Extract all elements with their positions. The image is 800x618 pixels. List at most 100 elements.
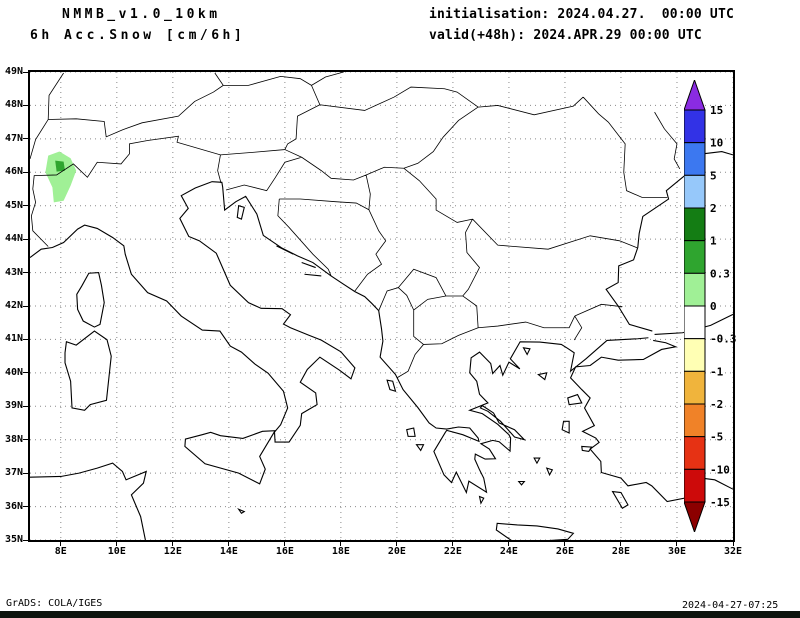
lat-tick-label: 40N <box>4 366 23 378</box>
lon-tick-mark <box>284 540 286 546</box>
grads-credit: GrADS: COLA/IGES <box>6 598 103 609</box>
colorbar-level-label: 0 <box>710 300 717 313</box>
lon-tick-label: 32E <box>723 546 743 557</box>
lat-tick-mark <box>23 439 28 441</box>
snow-patch <box>55 160 66 172</box>
init-time-label: initialisation: 2024.04.27. 00:00 UTC <box>429 7 735 22</box>
colorbar-arrow-bottom <box>683 501 706 534</box>
lon-tick-label: 8E <box>54 546 67 557</box>
snow-patch <box>45 151 77 203</box>
colorbar-segment <box>683 142 706 176</box>
lat-tick-mark <box>23 71 28 73</box>
lon-tick-label: 24E <box>499 546 518 557</box>
map-plot: 49N 48N 47N 46N 45N 44N 43N 42N 41N 40N 39N 38N 37N 3… <box>5 66 742 557</box>
geography-layer <box>30 72 733 540</box>
model-title: NMMB_v1.0_10km <box>62 7 221 22</box>
lat-tick-label: 38N <box>4 433 23 445</box>
colorbar-level-label: 1 <box>710 235 717 248</box>
lat-tick-label: 43N <box>4 266 23 278</box>
lat-tick-label: 49N <box>4 66 23 77</box>
lon-tick-label: 30E <box>667 546 686 557</box>
lon-tick-label: 26E <box>555 546 574 557</box>
lat-tick-mark <box>23 138 28 140</box>
creation-timestamp: 2024-04-27-07:25 <box>682 600 779 611</box>
colorbar-level-label: -10 <box>710 463 730 476</box>
colorbar-segment <box>683 305 706 340</box>
valid-time-label: valid(+48h): 2024.APR.29 00:00 UTC <box>429 28 702 43</box>
colorbar-level-label: 2 <box>710 202 717 215</box>
colorbar-level-label: -5 <box>710 431 723 444</box>
lat-tick-mark <box>23 205 28 207</box>
colorbar-segment <box>683 240 706 274</box>
coastlines <box>30 152 733 540</box>
lon-tick-mark <box>620 540 622 546</box>
lat-tick-mark <box>23 539 28 541</box>
colorbar-segment <box>683 370 706 405</box>
lon-tick-mark <box>340 540 342 546</box>
lat-tick-mark <box>23 472 28 474</box>
lon-tick-mark <box>676 540 678 546</box>
colorbar-level-label: -15 <box>710 496 730 509</box>
field-title: 6h Acc.Snow [cm/6h] <box>30 28 246 43</box>
lon-tick-label: 22E <box>443 546 462 557</box>
colorbar-level-label: 15 <box>710 104 723 117</box>
colorbar-level-label: -1 <box>710 365 724 378</box>
lat-tick-label: 37N <box>4 467 23 479</box>
lon-tick-mark <box>60 540 62 546</box>
lon-tick-label: 12E <box>163 546 182 557</box>
colorbar-segment <box>683 338 706 372</box>
lat-tick-label: 45N <box>4 199 23 211</box>
lat-tick-mark <box>23 338 28 340</box>
bottom-bar <box>0 611 800 618</box>
lon-tick-mark <box>508 540 510 546</box>
colorbar-segment <box>683 174 706 209</box>
lon-tick-label: 18E <box>331 546 350 557</box>
lat-tick-mark <box>23 104 28 106</box>
lat-tick-mark <box>23 405 28 407</box>
colorbar-level-label: -2 <box>710 398 723 411</box>
lat-tick-label: 44N <box>4 233 23 245</box>
coastline-africa <box>30 463 146 540</box>
lat-tick-mark <box>23 171 28 173</box>
colorbar-segment <box>683 109 706 144</box>
lon-tick-mark <box>732 540 734 546</box>
lon-tick-label: 10E <box>107 546 126 557</box>
colorbar-level-label: -0.3 <box>710 333 737 346</box>
country-border-lines <box>30 72 680 378</box>
lat-tick-label: 46N <box>4 166 23 178</box>
lat-tick-label: 39N <box>4 400 23 412</box>
lon-tick-mark <box>172 540 174 546</box>
colorbar-level-label: 10 <box>710 137 723 150</box>
lon-tick-mark <box>396 540 398 546</box>
lat-tick-label: 42N <box>4 300 23 311</box>
lon-tick-mark <box>116 540 118 546</box>
colorbar-level-label: 0.3 <box>710 267 730 280</box>
lat-tick-label: 36N <box>4 500 23 512</box>
colorbar: 15 10 5 2 1 0.3 0 -0.3 -1 -2 -5 -10 -15 <box>683 78 746 534</box>
lon-tick-mark <box>452 540 454 546</box>
lon-tick-mark <box>228 540 230 546</box>
colorbar-segment <box>683 272 706 307</box>
lat-tick-mark <box>23 506 28 508</box>
lat-tick-mark <box>23 238 28 240</box>
lat-tick-mark <box>23 305 28 307</box>
colorbar-segment <box>683 468 706 503</box>
colorbar-segment <box>683 403 706 438</box>
colorbar-svg: 15 10 5 2 1 0.3 0 -0.3 -1 -2 -5 -10 -15 <box>683 78 737 534</box>
lat-tick-mark <box>23 272 28 274</box>
coastline-europe <box>30 152 733 493</box>
lon-tick-label: 14E <box>219 546 238 557</box>
lon-tick-label: 16E <box>275 546 294 557</box>
lat-tick-label: 47N <box>4 132 23 144</box>
lon-tick-label: 28E <box>611 546 630 557</box>
lat-tick-label: 41N <box>4 333 23 345</box>
colorbar-level-label: 5 <box>710 169 717 182</box>
lat-tick-label: 48N <box>4 99 23 111</box>
lon-tick-mark <box>564 540 566 546</box>
lon-tick-label: 20E <box>387 546 406 557</box>
colorbar-segment <box>683 207 706 242</box>
coastline-islands <box>65 206 628 540</box>
colorbar-segment <box>683 436 706 470</box>
lat-tick-mark <box>23 372 28 374</box>
